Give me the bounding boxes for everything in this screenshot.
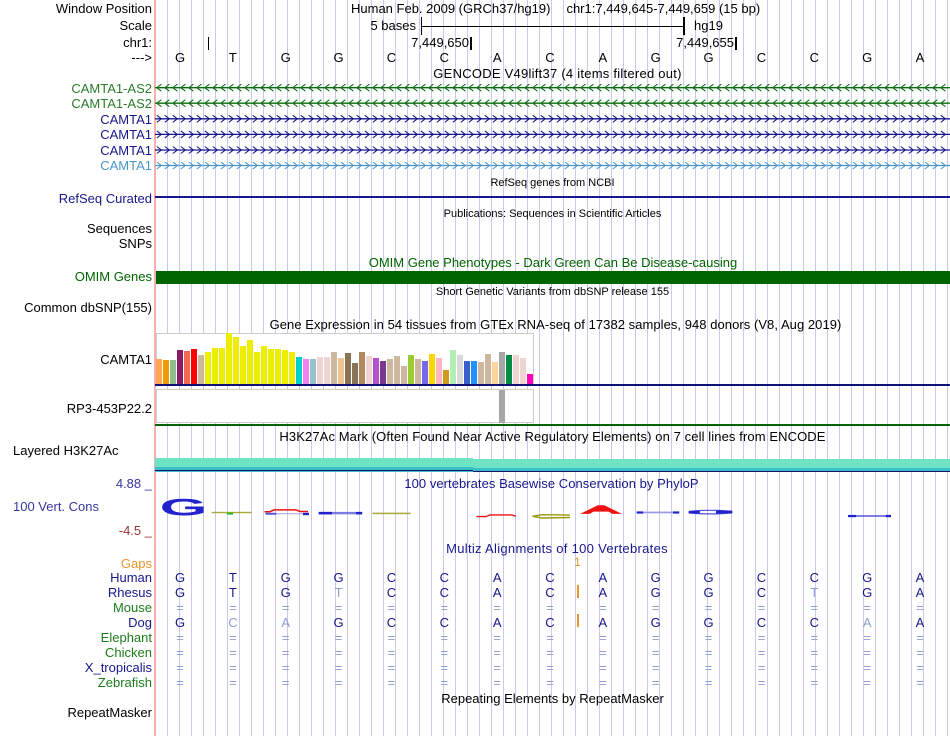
svg-text:G: G (160, 493, 208, 520)
